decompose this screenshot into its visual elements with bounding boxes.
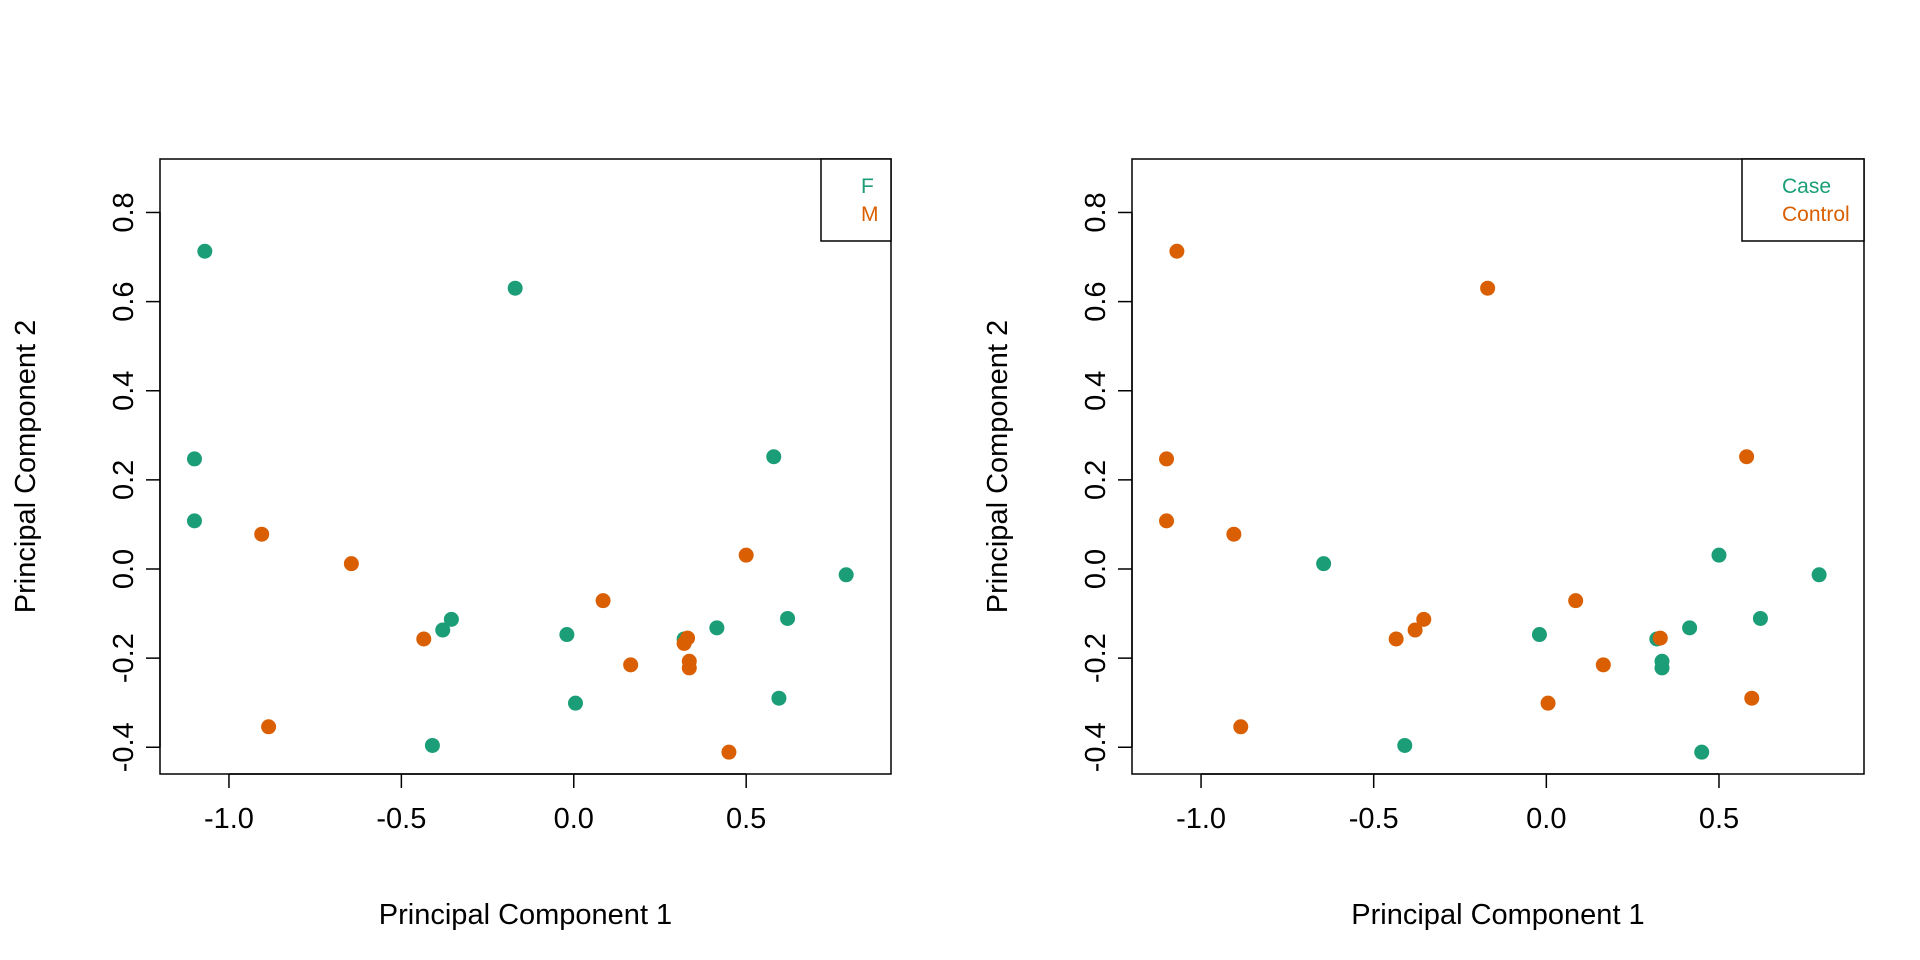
point-f xyxy=(424,737,440,753)
point-control xyxy=(1540,695,1556,711)
y-tick-label: 0.0 xyxy=(108,549,140,589)
x-tick-label: -0.5 xyxy=(376,803,426,835)
point-f xyxy=(709,620,725,636)
point-control xyxy=(1480,280,1496,296)
chart-panel-2: -1.0 -0.5 0.0 0.5 -0.4 -0.2 0.0 0.2 0.4 0.6 0.8 Pri… xyxy=(982,158,1865,931)
x-axis-title: Principal Component 1 xyxy=(379,899,672,931)
y-tick-label: -0.2 xyxy=(1080,633,1112,683)
point-control xyxy=(1652,630,1668,646)
y-tick-label: 0.8 xyxy=(108,192,140,232)
point-case xyxy=(1811,567,1827,583)
point-control xyxy=(1595,657,1611,673)
point-control xyxy=(1568,593,1584,609)
y-tick-label: -0.4 xyxy=(1080,722,1112,772)
point-f xyxy=(766,449,782,465)
y-tick-label: 0.8 xyxy=(1080,192,1112,232)
y-tick-label: 0.0 xyxy=(1080,549,1112,589)
y-tick-label: 0.6 xyxy=(1080,281,1112,321)
point-f xyxy=(435,622,451,638)
point-f xyxy=(567,695,583,711)
y-tick-label: -0.2 xyxy=(108,633,140,683)
legend: Case Control xyxy=(1741,158,1865,242)
point-f xyxy=(771,690,787,706)
legend-box xyxy=(1741,158,1865,242)
point-control xyxy=(1407,622,1423,638)
y-tick-label: 0.4 xyxy=(108,371,140,411)
point-f xyxy=(559,627,575,643)
y-axis-title: Principal Component 2 xyxy=(982,320,1014,613)
point-control xyxy=(1416,611,1432,627)
x-axis-title: Principal Component 1 xyxy=(1351,899,1644,931)
point-f xyxy=(780,610,796,626)
point-control xyxy=(1226,526,1242,542)
y-tick-label: 0.2 xyxy=(1080,460,1112,500)
legend-label-control: Control xyxy=(1782,203,1850,226)
legend: FM xyxy=(820,158,892,242)
point-f xyxy=(838,567,854,583)
point-control xyxy=(1169,243,1185,259)
point-m xyxy=(343,556,359,572)
y-axis-title: Principal Component 2 xyxy=(10,320,42,613)
point-f xyxy=(507,280,523,296)
x-tick-label: 0.5 xyxy=(1699,803,1739,835)
point-f xyxy=(443,611,459,627)
plot-frame xyxy=(1131,158,1865,775)
x-tick-label: 0.0 xyxy=(1526,803,1566,835)
point-f xyxy=(186,451,202,467)
x-tick-label: 0.5 xyxy=(726,803,766,835)
legend-label-m: M xyxy=(861,203,879,226)
point-case xyxy=(1694,744,1710,760)
point-f xyxy=(186,513,202,529)
point-m xyxy=(261,719,277,735)
point-m xyxy=(681,660,697,676)
y-tick-label: 0.2 xyxy=(108,460,140,500)
point-m xyxy=(254,526,270,542)
point-case xyxy=(1682,620,1698,636)
point-control xyxy=(1159,451,1175,467)
plot-frame xyxy=(159,158,892,775)
point-case xyxy=(1531,627,1547,643)
legend-label-case: Case xyxy=(1782,175,1831,198)
point-m xyxy=(680,630,696,646)
y-tick-label: 0.6 xyxy=(108,281,140,321)
point-control xyxy=(1744,690,1760,706)
point-f xyxy=(197,243,213,259)
x-tick-label: -0.5 xyxy=(1349,803,1399,835)
point-control xyxy=(1739,449,1755,465)
y-tick-label: 0.4 xyxy=(1080,371,1112,411)
legend-box xyxy=(820,158,892,242)
point-m xyxy=(595,593,611,609)
point-m xyxy=(416,631,432,647)
x-tick-label: 0.0 xyxy=(554,803,594,835)
legend-label-f: F xyxy=(861,175,874,198)
point-case xyxy=(1316,556,1332,572)
point-case xyxy=(1654,660,1670,676)
point-control xyxy=(1388,631,1404,647)
point-m xyxy=(721,744,737,760)
point-control xyxy=(1159,513,1175,529)
x-tick-label: -1.0 xyxy=(204,803,254,835)
point-control xyxy=(1233,719,1249,735)
point-case xyxy=(1711,547,1727,563)
point-m xyxy=(623,657,639,673)
y-tick-label: -0.4 xyxy=(108,722,140,772)
point-case xyxy=(1397,737,1413,753)
x-tick-label: -1.0 xyxy=(1176,803,1226,835)
point-case xyxy=(1752,610,1768,626)
chart-panel-1: -1.0 -0.5 0.0 0.5 -0.4 -0.2 0.0 0.2 0.4 0.6 0.8 Pri… xyxy=(10,158,892,931)
point-m xyxy=(738,547,754,563)
